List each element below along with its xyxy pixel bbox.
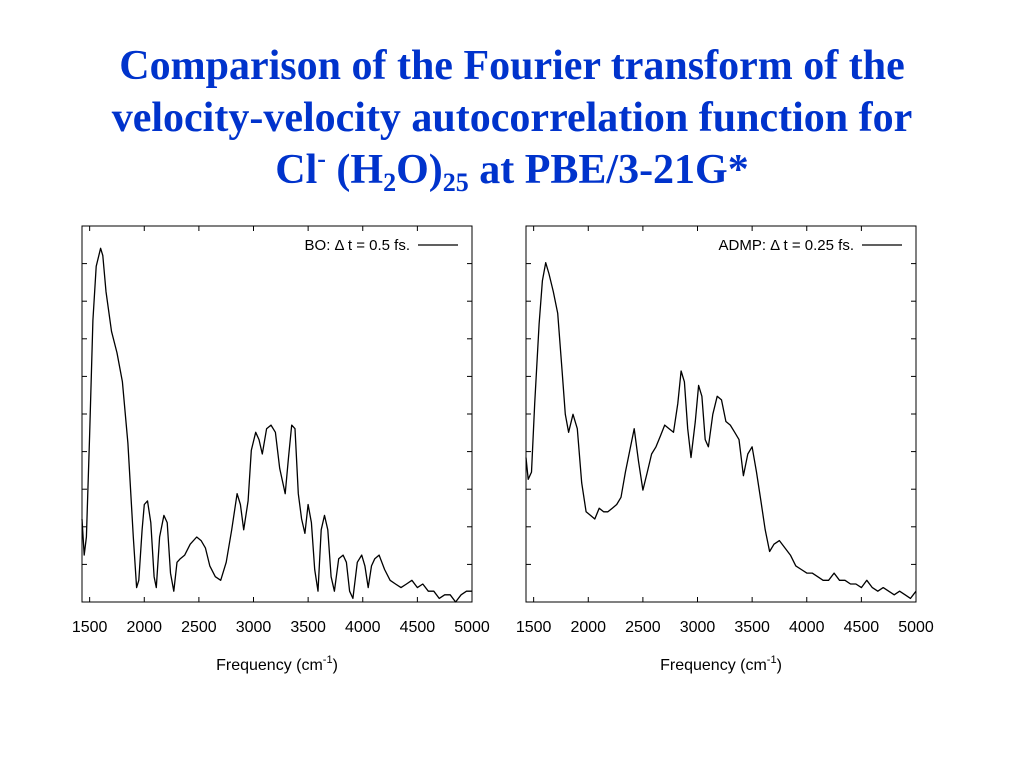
chart-1-xtick-label-6: 4500 <box>844 619 880 636</box>
title-h-subscript: 2 <box>383 168 397 197</box>
spectrum-chart-admp: 1500 2000 2500 3000 3500 4000 4500 5000 ADMP: Δ … <box>504 220 944 695</box>
chart-1-xtick-label-2: 2500 <box>625 619 661 636</box>
title-water-open: (H <box>325 147 384 193</box>
chart-0-xtick-label-5: 4000 <box>345 619 381 636</box>
chart-0-series-line-0 <box>81 247 472 603</box>
chart-1-xtick-label-5: 4000 <box>789 619 825 636</box>
title-method: at PBE/3-21G* <box>468 147 749 193</box>
chart-1-xtick-label-7: 5000 <box>898 619 934 636</box>
chart-0-xtick-label-6: 4500 <box>400 619 436 636</box>
title-water-close: O) <box>396 147 443 193</box>
chart-0-xaxis-label: Frequency (cm-1) <box>216 654 338 674</box>
chart-0-xtick-label-0: 1500 <box>72 619 108 636</box>
title-cl-charge: - <box>317 144 326 173</box>
chart-0-xtick-label-4: 3500 <box>290 619 326 636</box>
chart-0-legend-label: BO: Δ t = 0.5 fs. <box>305 237 410 254</box>
chart-0-xtick-label-3: 3000 <box>236 619 272 636</box>
chart-1-xtick-label-4: 3500 <box>734 619 770 636</box>
chart-1-series-line-0 <box>525 262 917 600</box>
title-cluster-size: 25 <box>442 168 469 197</box>
chart-1-frame <box>525 225 917 603</box>
chart-1-xtick-label-0: 1500 <box>516 619 552 636</box>
chart-1-xtick-label-1: 2000 <box>570 619 606 636</box>
spectrum-chart-bo: 1500 2000 2500 3000 3500 4000 4500 5000 BO: Δ t … <box>60 220 500 695</box>
chart-0-xtick-label-1: 2000 <box>126 619 162 636</box>
chart-1-legend-label: ADMP: Δ t = 0.25 fs. <box>719 237 855 254</box>
chart-1-xaxis-label: Frequency (cm-1) <box>660 654 782 674</box>
title-line-2: velocity-velocity autocorrelation functi… <box>111 95 913 141</box>
chart-1-xtick-label-3: 3000 <box>680 619 716 636</box>
title-cl: Cl <box>275 147 318 193</box>
title-line-3: Cl- (H2O)25 at PBE/3-21G* <box>40 144 984 196</box>
chart-0-xtick-label-2: 2500 <box>181 619 217 636</box>
chart-svg-admp: 1500 2000 2500 3000 3500 4000 4500 5000 ADMP: Δ … <box>516 225 934 674</box>
chart-0-xtick-label-7: 5000 <box>454 619 490 636</box>
title-line-1: Comparison of the Fourier transform of t… <box>119 43 905 89</box>
chart-svg-bo: 1500 2000 2500 3000 3500 4000 4500 5000 BO: Δ t … <box>72 225 490 674</box>
slide-title: Comparison of the Fourier transform of t… <box>40 40 984 196</box>
